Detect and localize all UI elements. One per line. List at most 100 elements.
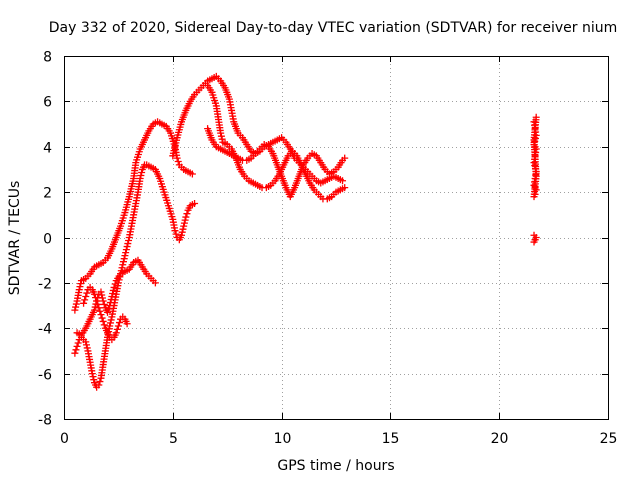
data-point (181, 216, 189, 224)
data-point (341, 184, 349, 192)
data-point (77, 280, 85, 288)
data-point (179, 225, 187, 233)
data-point (75, 286, 83, 294)
x-tick-label: 20 (491, 431, 509, 447)
data-point (121, 252, 129, 260)
axis-ticks (64, 56, 609, 420)
y-tick-label: -6 (38, 368, 52, 384)
data-point (191, 199, 199, 207)
y-tick-label: -4 (38, 322, 52, 338)
y-tick-label: -2 (38, 277, 52, 293)
data-point (92, 294, 100, 302)
data-point (136, 175, 144, 183)
data-point (76, 283, 84, 291)
data-point (531, 134, 539, 142)
y-tick-label: 0 (43, 232, 52, 248)
data-point (137, 171, 145, 179)
data-point (530, 238, 538, 246)
data-point (217, 129, 225, 137)
y-tick-label: 4 (43, 141, 52, 157)
y-tick-labels: -8 -6 -4 -2 0 2 4 6 8 (38, 50, 52, 429)
data-point (97, 311, 105, 319)
data-point (138, 168, 146, 176)
y-tick-label: -8 (38, 413, 52, 429)
data-point (115, 319, 123, 327)
y-tick-label: 2 (43, 186, 52, 202)
data-point (113, 325, 121, 333)
data-point (111, 280, 119, 288)
data-point (123, 243, 131, 251)
data-point (122, 246, 130, 254)
data-points (71, 72, 540, 391)
data-point (109, 286, 117, 294)
data-point (182, 213, 190, 221)
data-point (105, 305, 113, 313)
data-point (339, 177, 347, 185)
data-point (110, 283, 118, 291)
data-point (108, 292, 116, 300)
data-point (80, 299, 88, 307)
data-point (90, 306, 98, 314)
data-point (98, 291, 106, 299)
data-point (98, 294, 106, 302)
data-point (100, 300, 108, 308)
data-point (81, 296, 89, 304)
data-point (178, 228, 186, 236)
chart-title: Day 332 of 2020, Sidereal Day-to-day VTE… (49, 20, 618, 36)
data-point (171, 227, 179, 235)
data-point (183, 210, 191, 218)
data-point (95, 304, 103, 312)
data-point (174, 157, 182, 165)
x-tick-label: 0 (60, 431, 69, 447)
data-point (106, 299, 114, 307)
data-point (122, 249, 130, 257)
data-point (124, 240, 132, 248)
y-tick-label: 8 (43, 50, 52, 66)
data-point (106, 322, 114, 330)
data-point (180, 219, 188, 227)
data-point (94, 300, 102, 308)
data-point (114, 322, 122, 330)
data-point (118, 264, 126, 272)
data-point (95, 381, 103, 389)
data-point (217, 132, 225, 140)
data-point (119, 258, 127, 266)
x-tick-labels: 0 5 10 15 20 25 (60, 431, 617, 447)
data-point (74, 339, 82, 347)
data-point (83, 344, 91, 352)
data-point (178, 231, 186, 239)
data-point (106, 319, 114, 327)
data-point (530, 159, 538, 167)
data-point (96, 378, 104, 386)
y-axis-label: SDTVAR / TECUs (7, 181, 23, 296)
data-point (173, 154, 181, 162)
data-point (71, 306, 79, 314)
data-point (72, 303, 80, 311)
data-point (83, 289, 91, 297)
data-point (172, 230, 180, 238)
data-point (218, 135, 226, 143)
y-tick-label: 6 (43, 95, 52, 111)
data-point (119, 261, 127, 269)
data-point (104, 308, 112, 316)
data-point (88, 370, 96, 378)
data-point (106, 302, 114, 310)
data-point (93, 297, 101, 305)
data-point (97, 288, 105, 296)
data-point (73, 342, 81, 350)
grid (64, 56, 608, 419)
data-point (90, 376, 98, 384)
data-point (532, 113, 540, 121)
data-point (125, 237, 133, 245)
x-tick-label: 5 (169, 431, 178, 447)
x-tick-label: 10 (274, 431, 292, 447)
data-point (180, 222, 188, 230)
data-point (341, 154, 349, 162)
x-axis-label: GPS time / hours (277, 458, 394, 474)
data-point (107, 296, 115, 304)
data-point (82, 292, 90, 300)
data-point (72, 346, 80, 354)
data-point (188, 170, 196, 178)
data-point (82, 338, 90, 346)
